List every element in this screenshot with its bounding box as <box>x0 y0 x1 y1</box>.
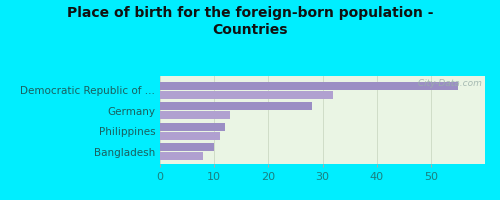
Bar <box>160 123 225 131</box>
Bar <box>160 132 220 140</box>
Text: City-Data.com: City-Data.com <box>415 79 482 88</box>
Bar <box>160 152 204 160</box>
Bar <box>160 91 334 99</box>
Bar <box>160 111 230 119</box>
Bar <box>160 82 458 90</box>
Bar <box>160 143 214 151</box>
Bar <box>160 102 312 110</box>
Text: Place of birth for the foreign-born population -
Countries: Place of birth for the foreign-born popu… <box>67 6 433 37</box>
